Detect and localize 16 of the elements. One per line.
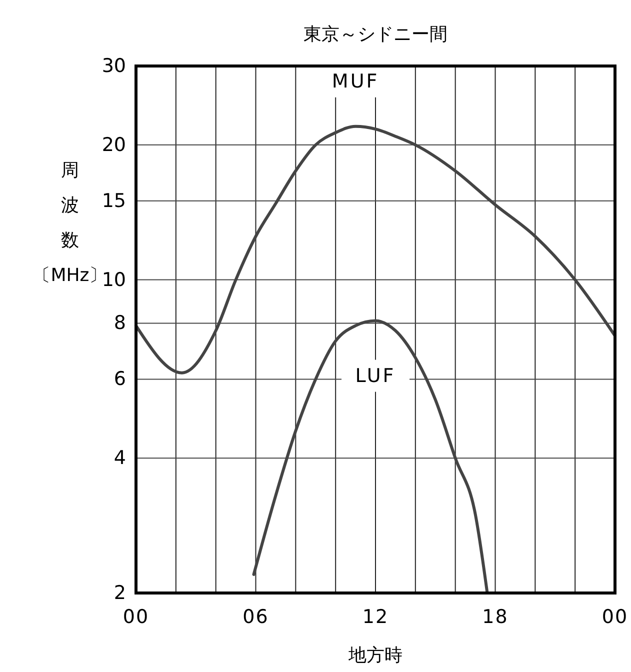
y-tick-label: 6 (114, 368, 126, 390)
y-tick-label: 2 (114, 582, 126, 604)
y-tick-label: 30 (102, 55, 126, 77)
series-label: MUF (332, 70, 380, 92)
x-tick-label: 18 (482, 606, 508, 628)
chart-title: 東京～シドニー間 (304, 24, 448, 45)
x-tick-label: 06 (242, 606, 269, 628)
y-tick-label: 4 (114, 447, 126, 470)
x-tick-label: 00 (602, 606, 628, 628)
y-tick-label: 8 (114, 312, 126, 334)
series-label: LUF (355, 364, 396, 387)
y-tick-label: 20 (102, 134, 126, 156)
x-tick-label: 00 (122, 606, 150, 628)
x-axis-title: 地方時 (348, 645, 402, 666)
y-tick-label: 15 (102, 190, 126, 212)
x-tick-label: 12 (362, 606, 389, 628)
